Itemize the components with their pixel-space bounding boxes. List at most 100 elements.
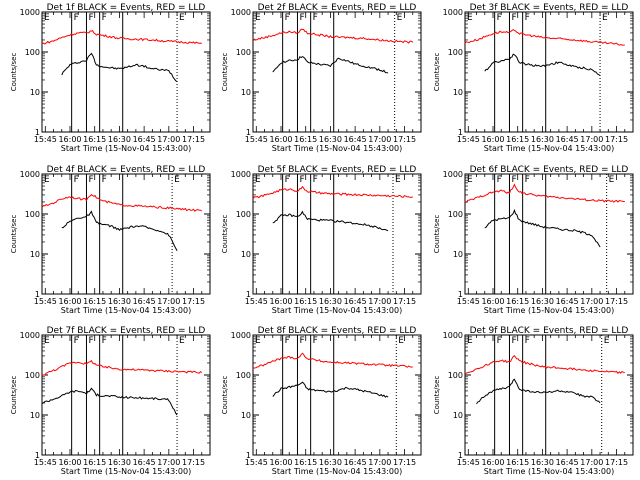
x-tick-label: 17:00 xyxy=(368,458,391,467)
x-tick-label: 16:15 xyxy=(294,297,317,306)
interval-marker-label: E xyxy=(179,336,185,346)
x-tick-label: 16:45 xyxy=(344,458,367,467)
interval-marker-label: E xyxy=(179,13,185,23)
y-tick-label: 1000 xyxy=(20,331,40,340)
y-axis-label: Counts/sec xyxy=(433,215,441,254)
interval-marker-label: F xyxy=(511,336,516,346)
events-series-line xyxy=(61,210,178,252)
interval-marker-label: F xyxy=(511,13,516,23)
interval-marker-label: F xyxy=(102,175,107,185)
x-tick-label: 16:30 xyxy=(531,297,554,306)
interval-marker-label: F xyxy=(285,13,290,23)
detector-panel: Det 7f BLACK = Events, RED = LLD 1 10 100 10… xyxy=(10,326,211,476)
x-tick-label: 17:15 xyxy=(605,297,628,306)
x-axis-label: Start Time (15-Nov-04 15:43:00) xyxy=(272,144,402,153)
interval-marker-label: E xyxy=(44,175,50,185)
y-tick-label: 10 xyxy=(30,411,40,420)
x-tick-label: 16:00 xyxy=(269,135,292,144)
interval-marker-label: E xyxy=(397,13,403,23)
interval-marker-label: E xyxy=(44,13,50,23)
x-tick-label: 16:15 xyxy=(294,458,317,467)
x-tick-label: 16:15 xyxy=(506,135,529,144)
x-tick-label: 16:00 xyxy=(58,458,81,467)
panel-title: Det 9f BLACK = Events, RED = LLD xyxy=(470,326,629,336)
interval-marker-label: F xyxy=(102,336,107,346)
x-tick-label: 16:30 xyxy=(108,135,131,144)
x-tick-label: 17:00 xyxy=(580,135,603,144)
events-series-line xyxy=(61,52,178,83)
interval-marker-label: F xyxy=(497,175,502,185)
lld-series-line xyxy=(252,28,414,44)
y-tick-label: 1000 xyxy=(231,331,251,340)
interval-marker-label: E xyxy=(255,13,261,23)
x-tick-label: 16:45 xyxy=(344,135,367,144)
y-tick-label: 100 xyxy=(25,371,40,380)
interval-marker-label: E xyxy=(467,175,473,185)
interval-marker-label: F xyxy=(102,13,107,23)
plot-frame xyxy=(252,11,422,133)
y-tick-label: 100 xyxy=(25,210,40,219)
x-tick-label: 17:00 xyxy=(368,297,391,306)
detector-panel: Det 1f BLACK = Events, RED = LLD 1 10 100 10… xyxy=(10,3,211,153)
x-tick-label: 15:45 xyxy=(245,135,268,144)
y-tick-label: 1000 xyxy=(443,331,463,340)
y-tick-label: 100 xyxy=(448,48,463,57)
events-series-line xyxy=(484,53,601,76)
interval-marker-label: E xyxy=(604,336,610,346)
x-tick-label: 17:00 xyxy=(157,297,180,306)
lld-series-line xyxy=(464,183,625,204)
x-tick-label: 17:15 xyxy=(605,458,628,467)
y-tick-label: 10 xyxy=(241,411,251,420)
lld-series-line xyxy=(464,355,625,375)
plot-frame xyxy=(41,334,211,456)
y-tick-label: 10 xyxy=(30,250,40,259)
y-tick-label: 1 xyxy=(35,128,40,137)
interval-marker-label: F xyxy=(525,13,530,23)
x-tick-label: 15:45 xyxy=(34,297,57,306)
y-axis-label: Counts/sec xyxy=(221,215,229,254)
x-tick-label: 16:45 xyxy=(133,297,156,306)
y-tick-label: 10 xyxy=(453,411,463,420)
x-tick-label: 17:00 xyxy=(157,135,180,144)
x-tick-label: 17:00 xyxy=(580,297,603,306)
y-tick-label: 1 xyxy=(35,290,40,299)
x-tick-label: 15:45 xyxy=(245,297,268,306)
x-axis-label: Start Time (15-Nov-04 15:43:00) xyxy=(272,306,402,315)
x-tick-label: 16:45 xyxy=(133,458,156,467)
interval-marker-label: F xyxy=(88,175,93,185)
x-tick-label: 17:15 xyxy=(393,297,416,306)
x-tick-label: 15:45 xyxy=(457,297,480,306)
interval-marker-label: F xyxy=(313,13,318,23)
y-axis-label: Counts/sec xyxy=(433,376,441,415)
interval-marker-label: E xyxy=(609,175,615,185)
x-tick-label: 16:15 xyxy=(83,297,106,306)
x-axis-label: Start Time (15-Nov-04 15:43:00) xyxy=(61,306,191,315)
x-tick-label: 16:30 xyxy=(319,297,342,306)
x-tick-label: 15:45 xyxy=(34,135,57,144)
interval-marker-label: F xyxy=(74,175,79,185)
x-tick-label: 16:30 xyxy=(108,297,131,306)
y-tick-label: 10 xyxy=(30,88,40,97)
panel-title: Det 7f BLACK = Events, RED = LLD xyxy=(47,326,206,336)
lld-series-line xyxy=(252,352,413,369)
x-tick-label: 17:00 xyxy=(580,458,603,467)
x-tick-label: 16:45 xyxy=(556,135,579,144)
interval-marker-label: F xyxy=(88,336,93,346)
y-tick-label: 1000 xyxy=(231,8,251,17)
y-tick-label: 100 xyxy=(236,48,251,57)
plot-frame xyxy=(41,11,211,133)
x-tick-label: 16:15 xyxy=(506,458,529,467)
x-tick-label: 16:30 xyxy=(531,458,554,467)
x-tick-label: 17:00 xyxy=(368,135,391,144)
interval-marker-label: F xyxy=(285,175,290,185)
x-tick-label: 16:00 xyxy=(269,458,292,467)
y-tick-label: 100 xyxy=(236,210,251,219)
interval-marker-label: E xyxy=(467,13,473,23)
y-axis-label: Counts/sec xyxy=(221,376,229,415)
x-tick-label: 16:15 xyxy=(83,458,106,467)
interval-marker-label: F xyxy=(511,175,516,185)
x-tick-label: 16:45 xyxy=(556,297,579,306)
x-tick-label: 16:00 xyxy=(481,458,504,467)
y-tick-label: 1 xyxy=(246,128,251,137)
